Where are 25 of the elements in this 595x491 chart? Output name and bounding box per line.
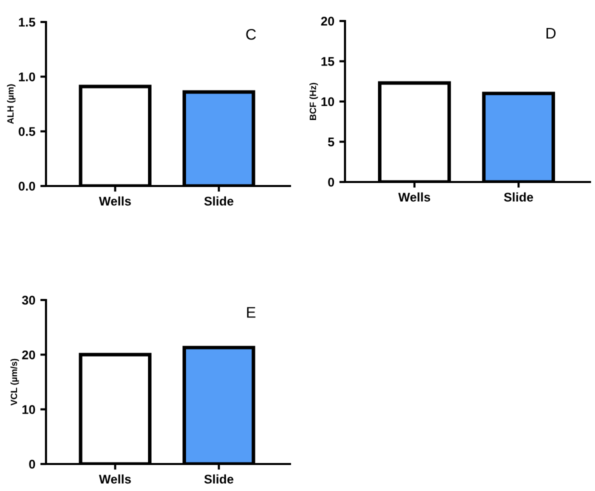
y-tick-label: 0 <box>328 178 334 187</box>
y-tick-label: 1.0 <box>18 72 36 82</box>
x-tick-label: Wells <box>398 192 430 202</box>
y-tick-label: 5 <box>328 138 334 146</box>
y-tick-label: 1.5 <box>18 18 36 27</box>
y-tick-label: 10 <box>321 97 334 106</box>
y-tick-label: 20 <box>321 16 334 26</box>
y-tick-label: 30 <box>22 296 36 305</box>
y-tick-label: 0 <box>29 460 36 469</box>
y-axis-title: VCL (µm/s) <box>10 358 19 406</box>
chart-title: E <box>247 307 256 318</box>
y-axis-title: BCF (Hz) <box>309 82 318 120</box>
x-tick-label: Wells <box>98 196 131 206</box>
y-tick-label: 10 <box>22 405 36 414</box>
chart-title: D <box>546 28 556 39</box>
chart-title: C <box>246 28 256 40</box>
y-tick-label: 0.0 <box>18 182 36 191</box>
y-axis-title: ALH (µm) <box>7 84 16 124</box>
x-tick-label: Slide <box>504 192 534 202</box>
x-tick-label: Wells <box>98 474 131 484</box>
x-tick-label: Slide <box>204 196 234 206</box>
x-tick-label: Slide <box>204 474 234 484</box>
y-tick-label: 20 <box>22 350 36 360</box>
y-tick-label: 0.5 <box>18 127 36 136</box>
y-tick-label: 15 <box>321 57 334 66</box>
